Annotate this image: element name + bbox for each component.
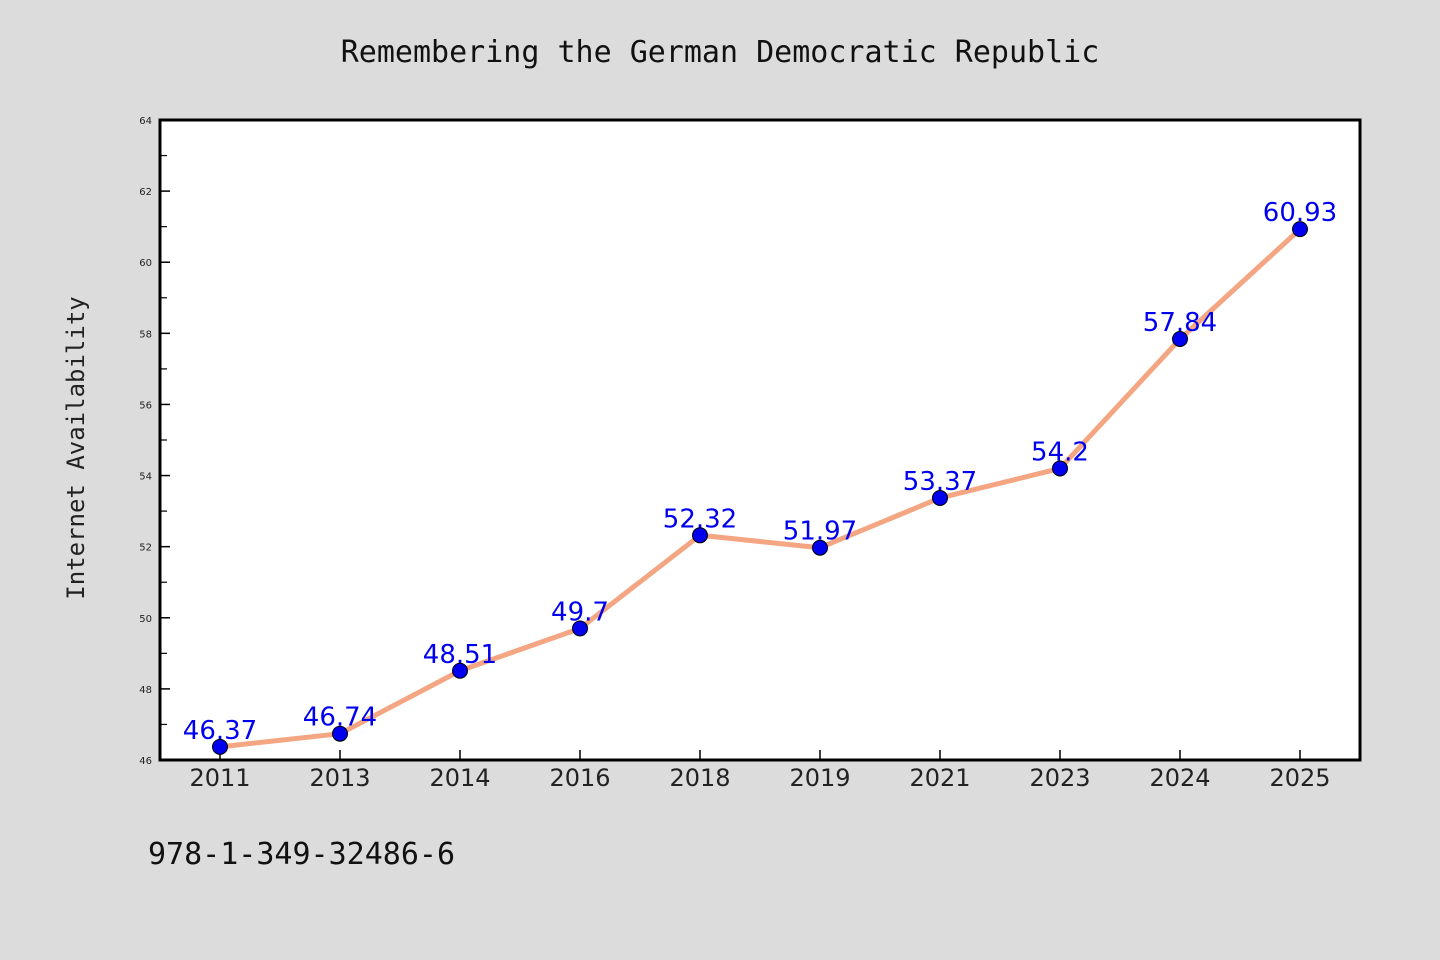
x-axis-ticks: 2011 2013 2014 2016 2018 2019 2021 2023 2024 2025 bbox=[189, 750, 1331, 792]
series-layer: 46.37 46.74 48.51 49.7 52.32 51.97 53.37 54.2 57… bbox=[183, 198, 1337, 755]
isbn-footer: 978-1-349-32486-6 bbox=[148, 837, 455, 872]
y-tick-label: 64 bbox=[139, 116, 152, 127]
x-tick-label: 2013 bbox=[309, 764, 370, 792]
x-tick-label: 2021 bbox=[909, 764, 970, 792]
data-label: 49.7 bbox=[551, 597, 609, 627]
y-tick-label: 48 bbox=[139, 685, 152, 696]
y-tick-label: 50 bbox=[139, 614, 152, 625]
x-tick-label: 2024 bbox=[1149, 764, 1210, 792]
data-label: 46.74 bbox=[303, 703, 377, 733]
data-label: 48.51 bbox=[423, 640, 497, 670]
data-point bbox=[932, 489, 948, 506]
plot-frame bbox=[158, 118, 1362, 762]
data-point bbox=[212, 738, 228, 755]
y-tick-label: 56 bbox=[139, 400, 152, 411]
data-point bbox=[1172, 331, 1188, 348]
data-label: 46.37 bbox=[183, 716, 257, 746]
data-label: 60.93 bbox=[1263, 198, 1337, 228]
chart-title: Remembering the German Democratic Republ… bbox=[341, 35, 1100, 70]
data-label: 54.2 bbox=[1031, 437, 1089, 467]
data-label: 53.37 bbox=[903, 467, 977, 497]
data-point bbox=[1052, 460, 1068, 477]
x-tick-label: 2014 bbox=[429, 764, 490, 792]
series-line bbox=[217, 226, 1303, 750]
y-tick-label: 54 bbox=[139, 472, 152, 483]
x-tick-label: 2016 bbox=[549, 764, 610, 792]
data-point bbox=[1292, 221, 1308, 238]
y-axis-label: Internet Availability bbox=[62, 296, 90, 599]
x-tick-label: 2025 bbox=[1269, 764, 1330, 792]
data-point bbox=[812, 539, 828, 556]
y-tick-label: 60 bbox=[139, 258, 152, 269]
data-label: 57.84 bbox=[1143, 308, 1217, 338]
plot-area bbox=[160, 120, 1360, 760]
data-label: 51.97 bbox=[783, 517, 857, 547]
y-tick-label: 52 bbox=[139, 543, 152, 554]
data-point bbox=[332, 725, 348, 742]
data-point bbox=[692, 527, 708, 544]
y-tick-label: 46 bbox=[139, 756, 152, 767]
y-tick-label: 58 bbox=[139, 329, 152, 340]
data-point bbox=[452, 662, 468, 679]
x-tick-label: 2018 bbox=[669, 764, 730, 792]
x-tick-label: 2011 bbox=[189, 764, 250, 792]
y-axis-ticks: 46 48 50 52 54 56 58 60 62 64 bbox=[139, 116, 170, 767]
y-tick-label: 62 bbox=[139, 187, 152, 198]
data-point bbox=[572, 620, 588, 637]
x-tick-label: 2019 bbox=[789, 764, 850, 792]
data-label: 52.32 bbox=[663, 504, 737, 534]
x-tick-label: 2023 bbox=[1029, 764, 1090, 792]
